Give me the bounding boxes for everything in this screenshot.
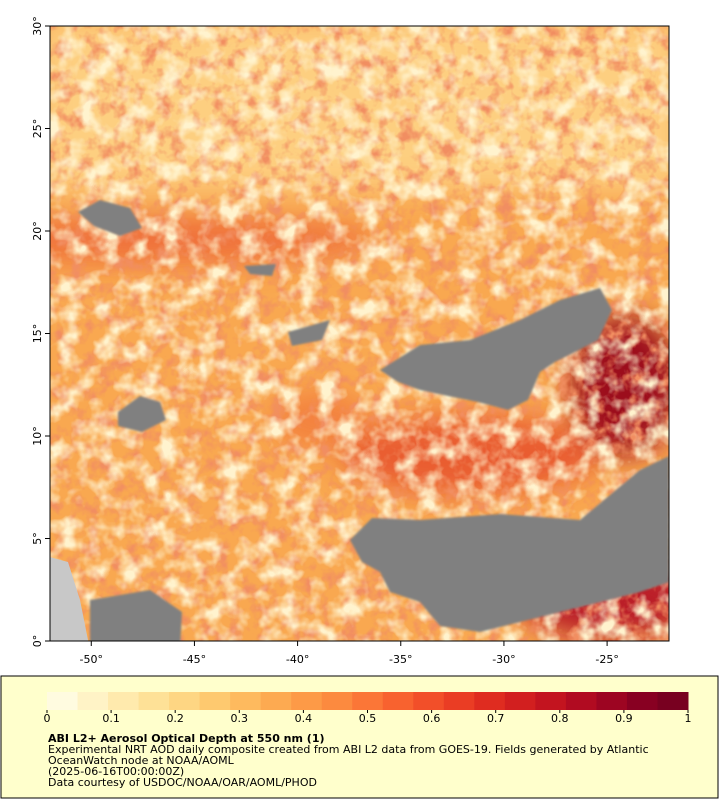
colorbar-tick-label: 0.1: [102, 712, 120, 725]
y-tick-label: 25°: [31, 119, 44, 139]
colorbar-tick-label: 0.9: [615, 712, 633, 725]
colorbar-swatch: [260, 692, 292, 710]
y-tick-label: 30°: [31, 16, 44, 36]
colorbar-tick-label: 0.5: [359, 712, 377, 725]
colorbar-swatch: [77, 692, 109, 710]
y-tick-label: 15°: [31, 324, 44, 344]
colorbar-tick-label: 0.3: [231, 712, 249, 725]
colorbar-tick-label: 0.2: [166, 712, 184, 725]
caption-line: OceanWatch node at NOAA/AOML: [48, 754, 235, 767]
x-tick-label: -35°: [389, 653, 412, 666]
colorbar-swatch: [626, 692, 658, 710]
caption-line: Experimental NRT AOD daily composite cre…: [48, 743, 649, 756]
caption-time: (2025-06-16T00:00:00Z): [48, 765, 184, 778]
colorbar-swatch: [321, 692, 353, 710]
axes: -50° -45° -40° -35° -30° -25° 0° 5° 10° 15° 20° 25°…: [31, 16, 619, 666]
colorbar-swatch: [47, 692, 79, 710]
colorbar-swatch: [352, 692, 384, 710]
x-tick-label: -45°: [183, 653, 206, 666]
colorbar-swatch: [443, 692, 475, 710]
caption-title: ABI L2+ Aerosol Optical Depth at 550 nm …: [48, 732, 325, 745]
colorbar-tick-label: 0: [44, 712, 51, 725]
colorbar-swatch: [291, 692, 323, 710]
colorbar-swatch: [565, 692, 597, 710]
colorbar-swatch: [535, 692, 567, 710]
y-tick-label: 20°: [31, 221, 44, 241]
colorbar-swatch: [474, 692, 506, 710]
colorbar-tick-label: 0.4: [295, 712, 313, 725]
x-tick-label: -50°: [80, 653, 103, 666]
x-tick-label: -30°: [492, 653, 515, 666]
map-image: [50, 26, 669, 641]
colorbar-swatch: [108, 692, 140, 710]
colorbar-swatch: [138, 692, 170, 710]
colorbar-swatch: [596, 692, 628, 710]
y-tick-label: 5°: [31, 532, 44, 545]
colorbar-swatch: [657, 692, 689, 710]
colorbar: 0 0.1 0.2 0.3 0.4 0.5 0.6 0.7 0.8 0.9 1: [44, 692, 692, 725]
colorbar-tick-label: 0.7: [487, 712, 505, 725]
colorbar-swatch: [382, 692, 414, 710]
land: [50, 557, 89, 641]
colorbar-tick-label: 0.6: [423, 712, 441, 725]
colorbar-swatch: [169, 692, 201, 710]
colorbar-swatch: [413, 692, 445, 710]
x-tick-label: -40°: [286, 653, 309, 666]
colorbar-swatch: [199, 692, 231, 710]
caption-credit: Data courtesy of USDOC/NOAA/OAR/AOML/PHO…: [48, 776, 317, 789]
y-tick-label: 10°: [31, 426, 44, 446]
colorbar-tick-label: 1: [685, 712, 692, 725]
colorbar-swatch: [230, 692, 262, 710]
y-tick-label: 0°: [31, 635, 44, 648]
colorbar-swatch: [504, 692, 536, 710]
colorbar-tick-label: 0.8: [551, 712, 569, 725]
x-tick-label: -25°: [595, 653, 618, 666]
